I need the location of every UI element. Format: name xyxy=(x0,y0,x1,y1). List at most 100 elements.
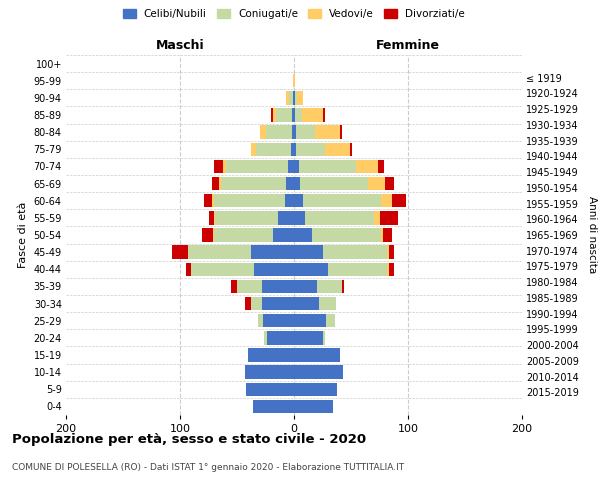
Bar xyxy=(294,108,295,122)
Bar xyxy=(245,366,294,379)
Bar xyxy=(374,211,380,224)
Bar xyxy=(251,297,262,310)
Bar xyxy=(285,194,294,207)
Bar xyxy=(380,194,392,207)
Bar xyxy=(340,126,342,139)
Bar xyxy=(237,280,262,293)
Bar xyxy=(380,211,398,224)
Bar xyxy=(314,126,340,139)
Bar xyxy=(265,331,266,344)
Y-axis label: Fasce di età: Fasce di età xyxy=(18,202,28,268)
Bar xyxy=(325,142,350,156)
Bar xyxy=(389,262,394,276)
Bar xyxy=(274,228,294,241)
Bar xyxy=(294,228,312,241)
Bar xyxy=(251,246,294,259)
Bar xyxy=(298,91,303,104)
Bar xyxy=(254,262,294,276)
Bar xyxy=(294,74,295,88)
Bar xyxy=(294,366,343,379)
Bar xyxy=(294,280,317,293)
Bar xyxy=(256,142,290,156)
Bar xyxy=(294,382,337,396)
Bar xyxy=(274,108,276,122)
Bar xyxy=(299,160,356,173)
Bar xyxy=(262,280,294,293)
Bar xyxy=(350,142,352,156)
Bar xyxy=(214,211,215,224)
Bar xyxy=(213,228,214,241)
Bar xyxy=(294,160,299,173)
Bar xyxy=(292,126,294,139)
Bar xyxy=(342,280,344,293)
Bar xyxy=(296,142,325,156)
Bar xyxy=(293,74,294,88)
Bar xyxy=(191,262,254,276)
Bar xyxy=(271,108,274,122)
Bar xyxy=(323,331,325,344)
Bar xyxy=(312,228,380,241)
Bar xyxy=(172,246,188,259)
Bar xyxy=(294,331,323,344)
Bar xyxy=(383,228,392,241)
Bar xyxy=(278,211,294,224)
Bar xyxy=(253,400,294,413)
Bar xyxy=(290,142,294,156)
Bar xyxy=(368,177,385,190)
Bar xyxy=(246,382,294,396)
Bar xyxy=(188,246,251,259)
Bar xyxy=(294,246,323,259)
Bar xyxy=(260,126,265,139)
Bar xyxy=(294,142,296,156)
Bar xyxy=(389,246,394,259)
Bar xyxy=(248,348,294,362)
Bar xyxy=(263,314,294,328)
Bar xyxy=(212,177,219,190)
Bar xyxy=(294,126,296,139)
Bar xyxy=(294,400,333,413)
Bar xyxy=(305,211,374,224)
Bar xyxy=(214,194,285,207)
Bar xyxy=(328,262,388,276)
Text: Anni di nascita: Anni di nascita xyxy=(587,196,597,274)
Bar xyxy=(265,126,292,139)
Bar xyxy=(326,314,335,328)
Bar xyxy=(214,228,274,241)
Bar xyxy=(257,314,263,328)
Bar xyxy=(214,160,223,173)
Bar xyxy=(223,160,226,173)
Bar xyxy=(300,177,368,190)
Bar xyxy=(303,194,380,207)
Bar xyxy=(294,348,340,362)
Bar xyxy=(380,228,383,241)
Bar xyxy=(221,177,286,190)
Bar xyxy=(266,331,294,344)
Bar xyxy=(276,108,292,122)
Bar xyxy=(219,177,221,190)
Bar xyxy=(356,160,379,173)
Bar xyxy=(379,160,384,173)
Bar xyxy=(289,91,293,104)
Bar xyxy=(286,177,294,190)
Bar xyxy=(294,177,300,190)
Bar xyxy=(392,194,406,207)
Bar xyxy=(204,194,212,207)
Legend: Celibi/Nubili, Coniugati/e, Vedovi/e, Divorziati/e: Celibi/Nubili, Coniugati/e, Vedovi/e, Di… xyxy=(119,4,469,23)
Bar xyxy=(323,246,388,259)
Bar xyxy=(294,297,319,310)
Bar xyxy=(292,108,294,122)
Bar xyxy=(388,262,389,276)
Text: COMUNE DI POLESELLA (RO) - Dati ISTAT 1° gennaio 2020 - Elaborazione TUTTITALIA.: COMUNE DI POLESELLA (RO) - Dati ISTAT 1°… xyxy=(12,463,404,472)
Bar xyxy=(317,280,342,293)
Bar xyxy=(385,177,394,190)
Bar xyxy=(319,297,336,310)
Bar xyxy=(286,91,289,104)
Text: Maschi: Maschi xyxy=(155,40,205,52)
Bar xyxy=(186,262,191,276)
Bar xyxy=(209,211,214,224)
Bar xyxy=(295,91,298,104)
Bar xyxy=(302,108,323,122)
Bar xyxy=(296,126,314,139)
Bar xyxy=(215,211,278,224)
Bar xyxy=(294,262,328,276)
